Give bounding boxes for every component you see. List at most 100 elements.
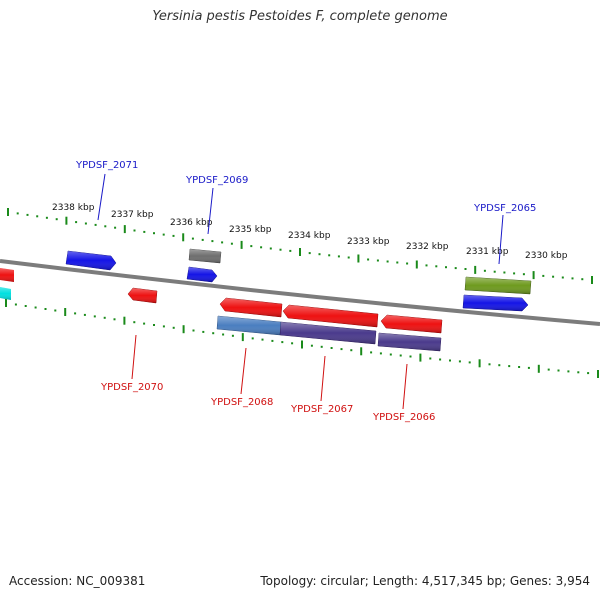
inner-minor-tick	[488, 363, 491, 366]
outer-minor-tick	[162, 233, 165, 236]
inner-minor-tick	[261, 338, 264, 341]
outer-minor-tick	[464, 268, 467, 270]
gene-YPDSF_2069-gray[interactable]	[188, 248, 222, 264]
inner-minor-tick	[577, 371, 580, 374]
kbp-tick-row-inner	[5, 299, 599, 378]
inner-minor-tick	[498, 364, 501, 367]
inner-major-tick	[360, 347, 363, 356]
gene-YPDSF_2067-red[interactable]	[282, 304, 379, 328]
outer-major-tick	[7, 208, 9, 216]
gene-label-YPDSF_2070[interactable]: YPDSF_2070	[100, 382, 163, 393]
outer-major-tick	[474, 265, 477, 274]
inner-minor-tick	[320, 345, 323, 348]
inner-major-tick	[64, 308, 67, 316]
inner-minor-tick	[162, 325, 165, 328]
outer-minor-tick	[153, 232, 155, 235]
map-title: Yersinia pestis Pestoides F, complete ge…	[152, 9, 448, 24]
callout-line-YPDSF_2068	[240, 347, 247, 395]
inner-major-tick	[5, 299, 7, 307]
outer-minor-tick	[289, 249, 292, 252]
inner-major-tick	[597, 370, 599, 378]
inner-minor-tick	[527, 366, 530, 369]
outer-minor-tick	[45, 216, 48, 219]
inner-minor-tick	[310, 344, 313, 347]
callout-line-YPDSF_2067	[320, 355, 326, 402]
outer-minor-tick	[269, 247, 272, 250]
outer-minor-tick	[221, 241, 224, 244]
outer-minor-tick	[522, 273, 525, 276]
inner-major-tick	[419, 353, 422, 362]
inner-minor-tick	[133, 321, 136, 324]
inner-minor-tick	[143, 322, 146, 325]
gene-YPDSF_2065-blue[interactable]	[462, 294, 529, 312]
outer-minor-tick	[376, 259, 379, 262]
outer-minor-tick	[16, 212, 19, 215]
outer-minor-tick	[55, 218, 58, 221]
inner-minor-tick	[103, 316, 106, 319]
inner-minor-tick	[508, 365, 511, 368]
gene-YPDSF_2066-purple[interactable]	[377, 332, 442, 352]
genome-summary-text: Topology: circular; Length: 4,517,345 bp…	[260, 574, 590, 588]
inner-minor-tick	[567, 370, 570, 373]
outer-minor-tick	[581, 278, 584, 281]
outer-minor-tick	[513, 272, 516, 275]
inner-minor-tick	[222, 333, 225, 336]
gene-label-YPDSF_2065[interactable]: YPDSF_2065	[473, 203, 536, 214]
outer-minor-tick	[26, 213, 29, 216]
gene-YPDSF_2069-blue[interactable]	[186, 266, 218, 283]
outer-major-tick	[415, 260, 418, 269]
gene-label-YPDSF_2071[interactable]: YPDSF_2071	[75, 160, 138, 171]
inner-minor-tick	[518, 366, 521, 368]
inner-minor-tick	[468, 361, 471, 364]
outer-major-tick	[591, 276, 593, 284]
gene-label-YPDSF_2067[interactable]: YPDSF_2067	[290, 404, 353, 415]
inner-minor-tick	[113, 318, 116, 321]
outer-minor-tick	[542, 274, 545, 277]
gene-YPDSF_2065-olive[interactable]	[464, 276, 532, 295]
gene-YPDSF_2066-red[interactable]	[380, 314, 443, 334]
inner-minor-tick	[350, 349, 353, 352]
gene-YPDSF_2067-purple[interactable]	[279, 321, 377, 345]
outer-major-tick	[65, 216, 68, 225]
inner-major-tick	[537, 364, 540, 373]
kbp-label-2336: 2336 kbp	[170, 218, 213, 228]
outer-minor-tick	[435, 265, 438, 268]
outer-minor-tick	[483, 269, 486, 272]
callout-line-YPDSF_2069	[207, 187, 214, 235]
kbp-label-2331: 2331 kbp	[466, 247, 509, 257]
gene-YPDSF_2068-steelblue[interactable]	[216, 315, 282, 336]
inner-minor-tick	[370, 351, 373, 354]
inner-minor-tick	[439, 358, 442, 361]
outer-minor-tick	[143, 230, 146, 233]
gene-label-YPDSF_2069[interactable]: YPDSF_2069	[185, 175, 248, 186]
outer-minor-tick	[328, 254, 331, 257]
inner-major-tick	[478, 359, 481, 368]
outer-minor-tick	[260, 246, 263, 249]
gene-label-YPDSF_2066[interactable]: YPDSF_2066	[372, 412, 435, 423]
gene-left-edge-cyan[interactable]	[0, 287, 11, 300]
inner-minor-tick	[74, 312, 77, 315]
inner-minor-tick	[291, 342, 294, 345]
outer-major-tick	[299, 248, 301, 256]
inner-minor-tick	[557, 369, 560, 372]
gene-YPDSF_2071[interactable]	[65, 250, 117, 271]
inner-major-tick	[182, 325, 185, 334]
inner-minor-tick	[340, 348, 343, 351]
outer-minor-tick	[84, 222, 87, 225]
inner-minor-tick	[429, 357, 432, 360]
gene-label-YPDSF_2068[interactable]: YPDSF_2068	[210, 397, 273, 408]
outer-minor-tick	[493, 270, 496, 273]
gene-YPDSF_2070[interactable]	[127, 287, 158, 304]
kbp-tick-row-outer	[7, 208, 593, 284]
inner-minor-tick	[93, 315, 96, 318]
outer-minor-tick	[454, 267, 457, 270]
inner-minor-tick	[83, 313, 86, 316]
callout-line-YPDSF_2071	[97, 173, 106, 221]
gene-YPDSF_2068-red[interactable]	[219, 297, 283, 318]
callout-line-YPDSF_2066	[402, 363, 408, 410]
outer-major-tick	[532, 271, 535, 280]
outer-minor-tick	[230, 242, 233, 245]
gene-left-edge-red[interactable]	[0, 268, 14, 282]
outer-minor-tick	[337, 255, 340, 258]
